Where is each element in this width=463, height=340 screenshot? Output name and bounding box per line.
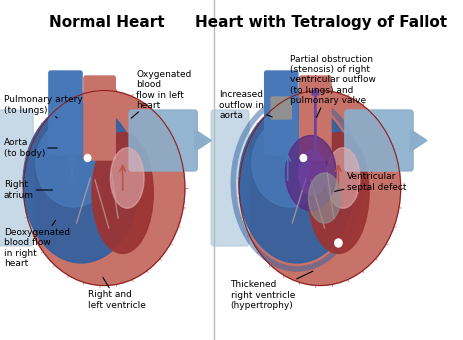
Text: Partial obstruction
(stenosis) of right
ventricular outflow
(to lungs) and
pulmo: Partial obstruction (stenosis) of right … [290, 55, 375, 117]
Ellipse shape [300, 154, 306, 162]
Ellipse shape [24, 90, 184, 286]
Ellipse shape [298, 151, 326, 196]
Text: Deoxygenated
blood flow
in right
heart: Deoxygenated blood flow in right heart [4, 220, 69, 268]
Text: Normal Heart: Normal Heart [49, 15, 164, 30]
Ellipse shape [285, 136, 335, 210]
Ellipse shape [251, 119, 326, 207]
Ellipse shape [239, 90, 400, 286]
Ellipse shape [334, 239, 341, 247]
FancyBboxPatch shape [49, 71, 82, 155]
Polygon shape [194, 130, 211, 152]
FancyBboxPatch shape [299, 76, 330, 160]
FancyBboxPatch shape [211, 110, 249, 246]
Text: Pulmonary artery
(to lungs): Pulmonary artery (to lungs) [4, 95, 82, 118]
Polygon shape [409, 130, 426, 152]
Text: Oxygenated
blood
flow in left
heart: Oxygenated blood flow in left heart [131, 70, 191, 118]
FancyBboxPatch shape [270, 97, 291, 119]
Ellipse shape [23, 103, 139, 263]
Ellipse shape [238, 103, 354, 263]
Text: Ventricular
septal defect: Ventricular septal defect [334, 172, 405, 192]
FancyBboxPatch shape [84, 76, 115, 160]
FancyBboxPatch shape [0, 110, 33, 246]
FancyBboxPatch shape [344, 110, 412, 171]
Ellipse shape [84, 154, 91, 162]
Ellipse shape [307, 133, 368, 253]
Text: Right and
left ventricle: Right and left ventricle [88, 277, 145, 310]
Text: Thickened
right ventricle
(hypertrophy): Thickened right ventricle (hypertrophy) [230, 271, 312, 310]
Text: Right
atrium: Right atrium [4, 180, 52, 200]
FancyBboxPatch shape [264, 71, 297, 155]
Ellipse shape [308, 173, 340, 223]
Text: Heart with Tetralogy of Fallot: Heart with Tetralogy of Fallot [194, 15, 446, 30]
Text: Aorta
(to body): Aorta (to body) [4, 138, 57, 158]
Text: Increased
outflow in
aorta: Increased outflow in aorta [219, 90, 272, 120]
Ellipse shape [325, 148, 359, 208]
Ellipse shape [110, 148, 144, 208]
Ellipse shape [36, 119, 111, 207]
FancyBboxPatch shape [129, 110, 197, 171]
Ellipse shape [92, 133, 153, 253]
